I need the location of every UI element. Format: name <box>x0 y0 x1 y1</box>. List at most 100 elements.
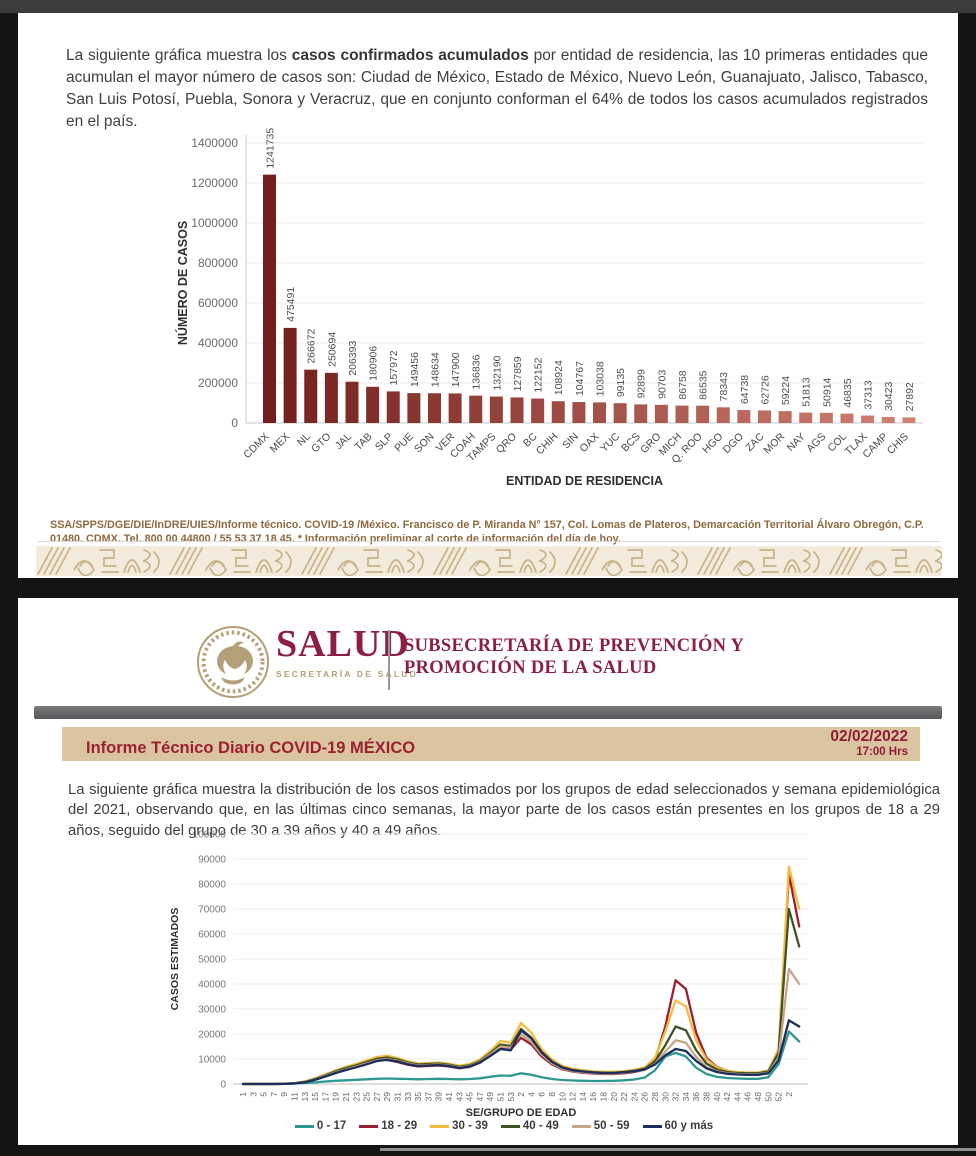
legend-swatch <box>571 1124 591 1128</box>
svg-text:CDMX: CDMX <box>241 431 271 461</box>
svg-text:49: 49 <box>485 1092 495 1102</box>
svg-text:47: 47 <box>475 1092 485 1102</box>
svg-text:QRO: QRO <box>494 431 519 456</box>
svg-text:132190: 132190 <box>491 355 503 390</box>
legend-item: 0 - 17 <box>294 1120 347 1132</box>
svg-text:SE/GRUPO DE EDAD: SE/GRUPO DE EDAD <box>466 1107 577 1119</box>
legend-label: 60 y más <box>664 1120 714 1132</box>
svg-text:7: 7 <box>269 1092 279 1097</box>
bar <box>283 327 297 423</box>
svg-text:BCS: BCS <box>619 431 643 455</box>
svg-text:0: 0 <box>220 1080 226 1091</box>
line-chart-legend: 0 - 17 18 - 29 30 - 39 40 - 49 50 - 59 60 y m… <box>148 1120 860 1132</box>
bar <box>324 372 338 423</box>
svg-text:14: 14 <box>578 1092 588 1102</box>
svg-text:20000: 20000 <box>198 1030 226 1041</box>
bar <box>407 393 421 423</box>
svg-text:33: 33 <box>403 1092 413 1102</box>
svg-text:64738: 64738 <box>739 375 751 404</box>
bar <box>551 401 565 423</box>
bar <box>386 391 400 423</box>
svg-text:250694: 250694 <box>326 332 338 367</box>
svg-text:16: 16 <box>588 1092 598 1102</box>
series-line <box>241 872 801 1086</box>
legend-item: 18 - 29 <box>359 1120 417 1132</box>
svg-text:OAX: OAX <box>577 431 601 455</box>
series-line <box>241 865 801 1086</box>
svg-text:CHIS: CHIS <box>885 431 911 457</box>
bar <box>510 397 524 423</box>
svg-text:43: 43 <box>454 1092 464 1102</box>
bar <box>448 393 462 423</box>
legend-item: 40 - 49 <box>500 1120 559 1132</box>
svg-text:62726: 62726 <box>760 375 772 404</box>
svg-text:10000: 10000 <box>198 1055 226 1066</box>
svg-text:86535: 86535 <box>698 370 710 399</box>
svg-text:108924: 108924 <box>553 360 565 395</box>
svg-text:18: 18 <box>599 1092 609 1102</box>
bar <box>531 398 545 423</box>
svg-text:50: 50 <box>763 1092 773 1102</box>
bar <box>840 413 854 423</box>
svg-text:157972: 157972 <box>388 350 400 385</box>
series-line <box>241 1019 801 1086</box>
report-title: Informe Técnico Diario COVID-19 MÉXICO <box>86 739 416 757</box>
svg-text:YUC: YUC <box>598 430 622 454</box>
svg-text:9: 9 <box>279 1092 289 1097</box>
svg-text:22: 22 <box>619 1092 629 1102</box>
svg-text:149456: 149456 <box>409 352 421 387</box>
bar-chart-cases-by-entity: 0 200000 400000 600000 800000 1000000 1200000 1… <box>151 113 955 498</box>
svg-text:34: 34 <box>681 1092 691 1102</box>
svg-text:127859: 127859 <box>512 356 524 391</box>
bar <box>696 405 710 423</box>
bar <box>613 403 627 423</box>
svg-text:TAB: TAB <box>352 431 374 453</box>
svg-text:400000: 400000 <box>198 336 238 350</box>
svg-text:17: 17 <box>320 1092 330 1102</box>
bar <box>716 407 730 423</box>
svg-text:24: 24 <box>629 1092 639 1102</box>
intro-text-post: por entidad de residencia, las 10 primer… <box>66 46 928 130</box>
legend-swatch <box>500 1124 520 1128</box>
svg-text:8: 8 <box>547 1092 557 1097</box>
svg-text:13: 13 <box>300 1092 310 1102</box>
svg-text:48: 48 <box>753 1092 763 1102</box>
bar <box>593 402 606 423</box>
svg-text:ENTIDAD DE RESIDENCIA: ENTIDAD DE RESIDENCIA <box>506 474 663 488</box>
svg-text:51: 51 <box>496 1092 506 1102</box>
subsecretaria-title: SUBSECRETARÍA DE PREVENCIÓN Y PROMOCIÓN … <box>404 636 824 680</box>
svg-text:27: 27 <box>372 1092 382 1102</box>
svg-text:1: 1 <box>238 1092 248 1097</box>
line-chart-cases-by-age-group: 0 10000 20000 30000 40000 50000 60000 70000 8000… <box>148 822 860 1120</box>
svg-text:12: 12 <box>568 1092 578 1102</box>
svg-text:100000: 100000 <box>193 830 227 841</box>
header-gray-separator-bar <box>34 706 942 719</box>
legend-label: 0 - 17 <box>316 1120 347 1132</box>
subsecretaria-line1: SUBSECRETARÍA DE PREVENCIÓN Y <box>404 636 745 656</box>
footer-divider-line <box>38 541 940 542</box>
source-footnote: SSA/SPPS/DGE/DIE/InDRE/UIES/Informe técn… <box>50 518 924 546</box>
svg-text:600000: 600000 <box>198 296 238 310</box>
bar <box>572 402 586 423</box>
svg-text:1000000: 1000000 <box>191 216 238 230</box>
svg-text:86758: 86758 <box>677 370 689 399</box>
svg-text:0: 0 <box>231 416 238 430</box>
svg-text:2: 2 <box>784 1092 794 1097</box>
svg-text:41: 41 <box>444 1092 454 1102</box>
bar <box>469 395 483 423</box>
svg-text:SON: SON <box>412 431 437 456</box>
svg-text:SLP: SLP <box>373 431 396 454</box>
svg-text:4: 4 <box>526 1092 536 1097</box>
svg-text:5: 5 <box>259 1092 269 1097</box>
salud-eagle-seal-icon <box>194 622 272 702</box>
svg-text:475491: 475491 <box>285 287 297 322</box>
legend-label: 18 - 29 <box>381 1120 418 1132</box>
svg-text:37: 37 <box>423 1092 433 1102</box>
svg-text:27892: 27892 <box>904 382 916 411</box>
svg-text:JAL: JAL <box>333 431 354 452</box>
bar <box>902 417 916 423</box>
series-line <box>241 1030 801 1085</box>
subsecretaria-line2: PROMOCIÓN DE LA SALUD <box>404 657 657 678</box>
svg-text:53: 53 <box>506 1092 516 1102</box>
salud-wordmark: SALUD <box>276 623 410 665</box>
